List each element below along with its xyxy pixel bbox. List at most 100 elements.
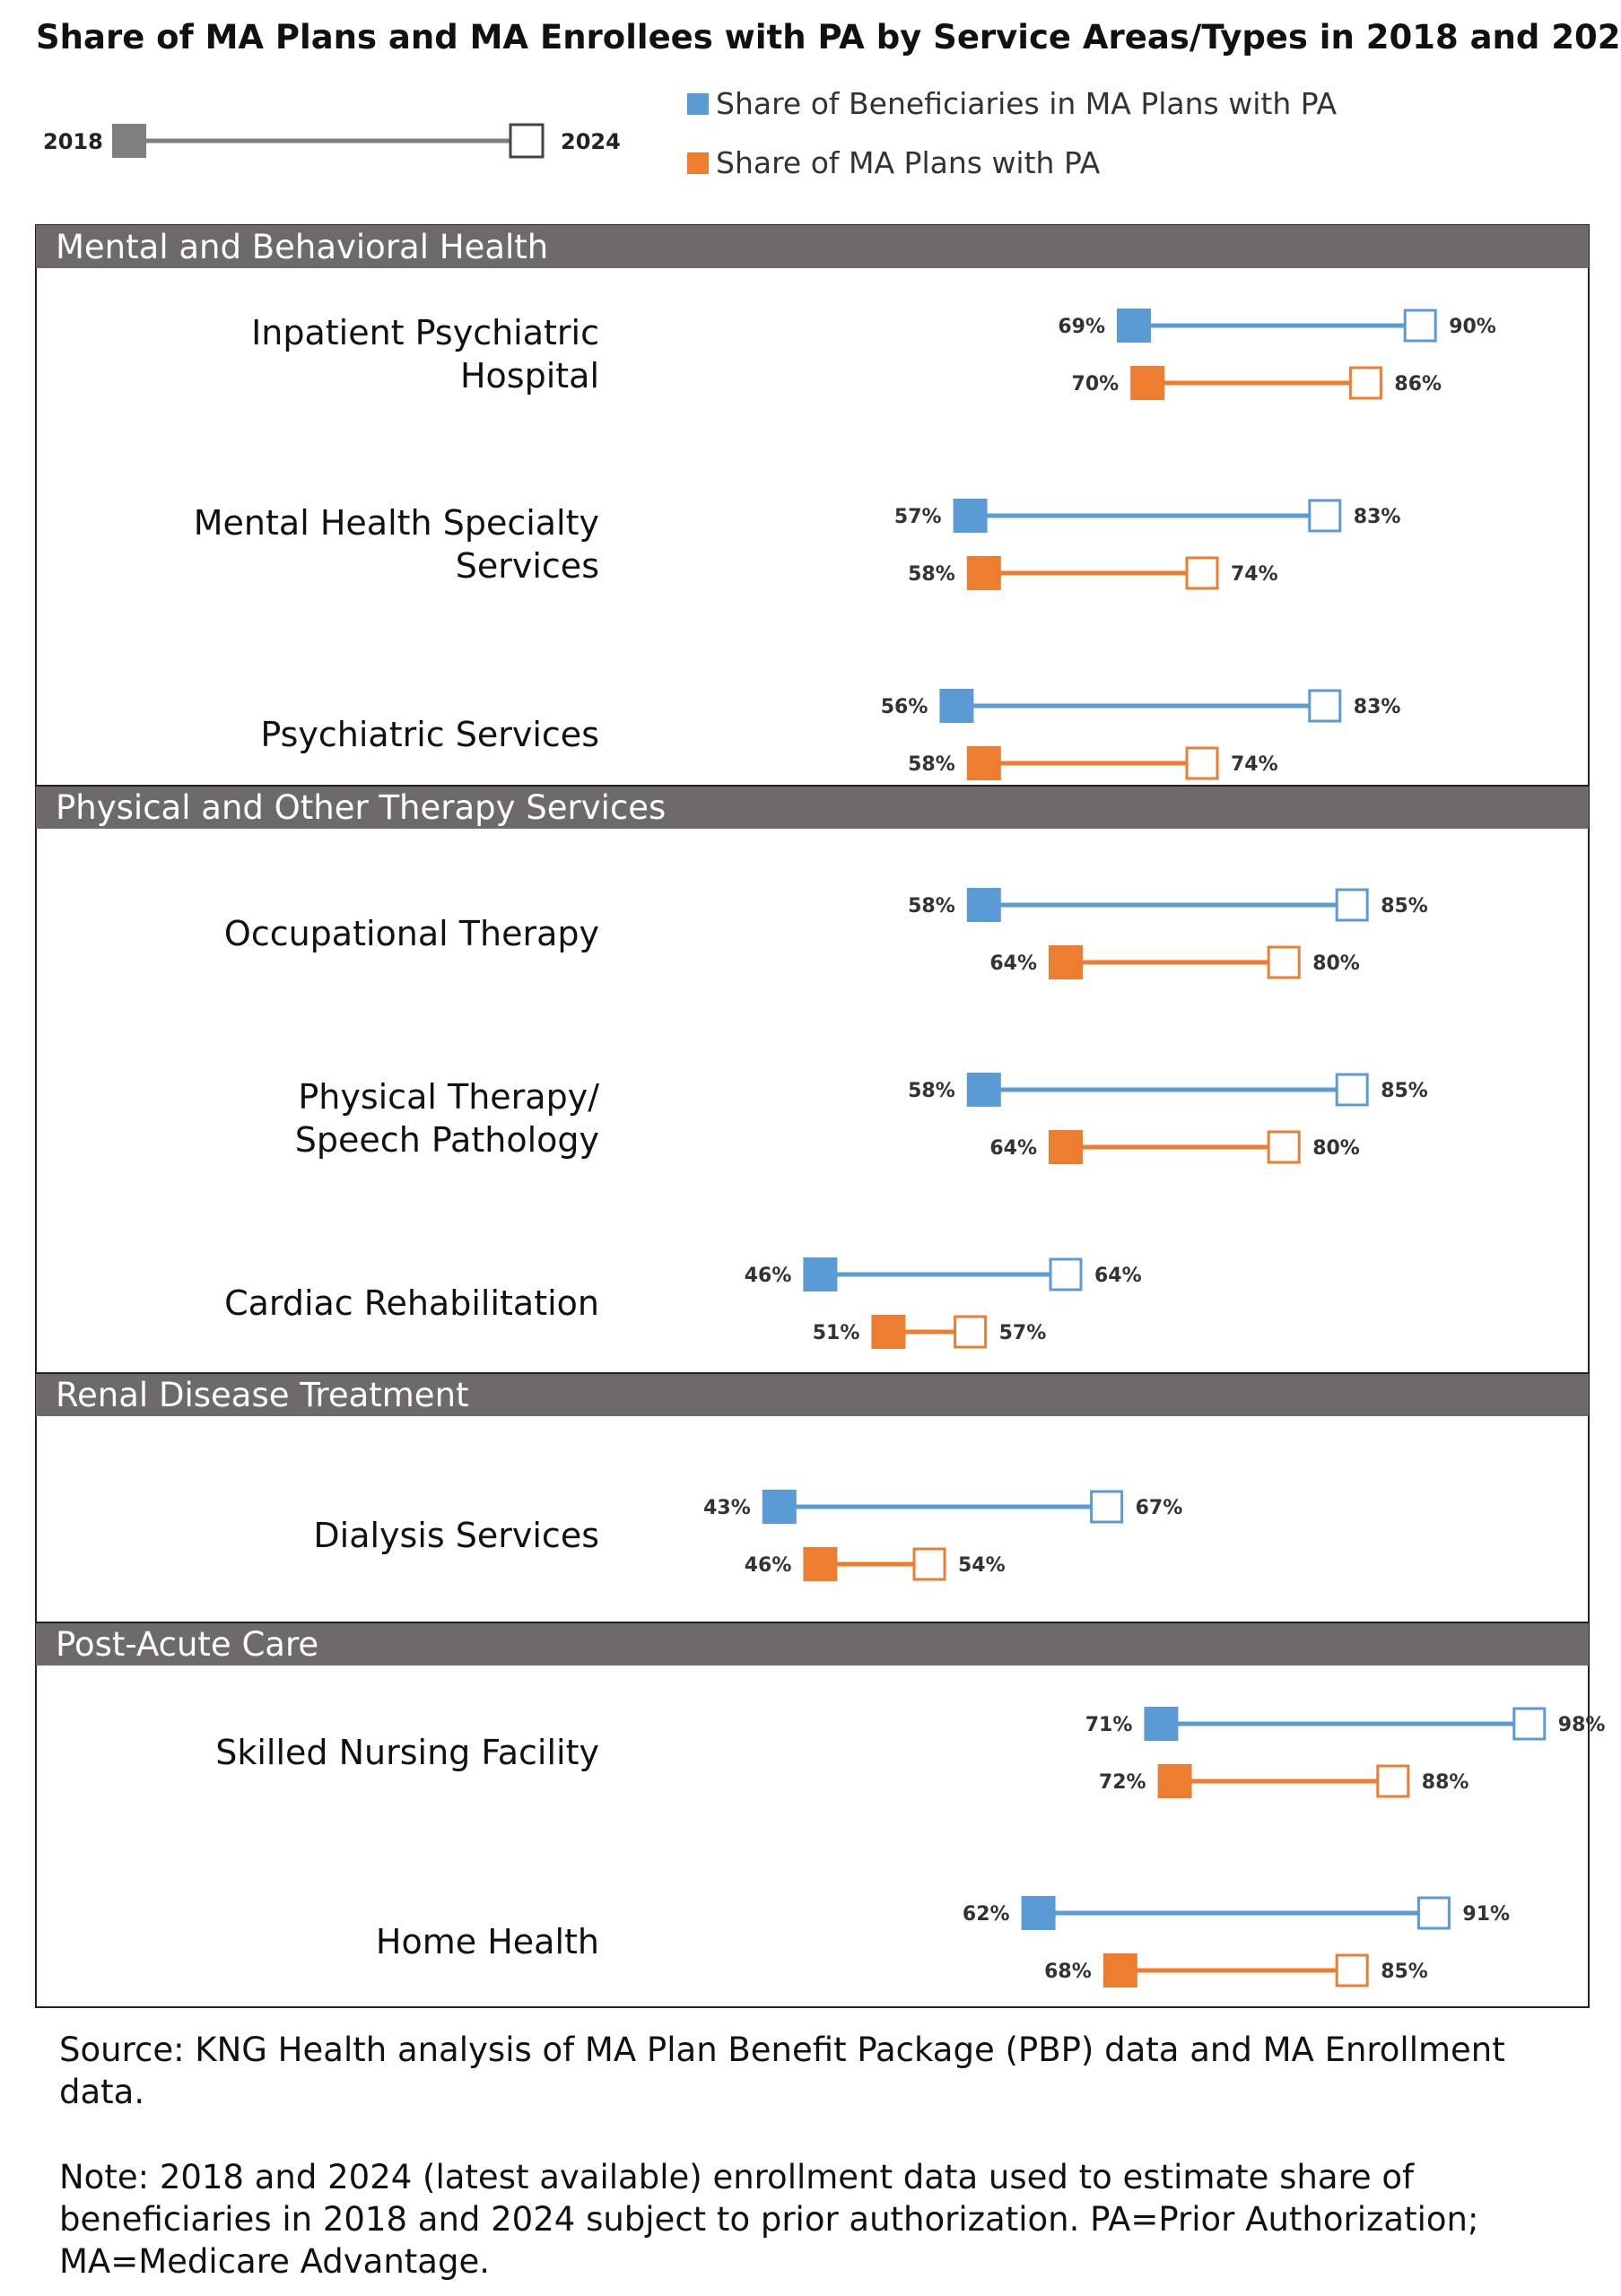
row-label: Inpatient Psychiatric xyxy=(251,313,599,352)
section-title: Mental and Behavioral Health xyxy=(56,228,548,266)
beneficiaries-2024-value-label: 67% xyxy=(1136,1497,1183,1519)
plans-2024-value-label: 85% xyxy=(1381,1961,1428,1983)
row-label: Psychiatric Services xyxy=(260,715,599,754)
plans-2018-marker xyxy=(966,556,1001,590)
year-key: 2018 2024 xyxy=(43,123,621,159)
section-title: Renal Disease Treatment xyxy=(56,1376,469,1414)
beneficiaries-2024-value-label: 85% xyxy=(1381,895,1428,918)
key-end-label: 2024 xyxy=(561,129,621,154)
plans-2024-marker xyxy=(1185,556,1219,590)
legend-swatch-beneficiaries xyxy=(687,93,709,115)
beneficiaries-2024-marker xyxy=(1049,1257,1083,1292)
chart-row: Inpatient Psychiatric Hospital 69% 90% 70% 86… xyxy=(251,309,1496,400)
plans-2024-marker xyxy=(1348,366,1382,400)
beneficiaries-2018-marker xyxy=(762,1490,797,1524)
beneficiaries-2018-value-label: 46% xyxy=(745,1265,792,1287)
legend-label-beneficiaries: Share of Beneficiaries in MA Plans with … xyxy=(716,86,1338,121)
plans-2018-marker xyxy=(1102,1953,1137,1987)
key-end-marker xyxy=(509,123,545,159)
row-label: Occupational Therapy xyxy=(224,914,599,953)
chart-row: Psychiatric Services 56% 83% 58% 74% xyxy=(260,689,1400,780)
beneficiaries-2018-marker xyxy=(1117,309,1151,343)
beneficiaries-2018-marker xyxy=(939,689,974,723)
beneficiaries-2024-value-label: 83% xyxy=(1354,506,1401,528)
beneficiaries-2024-value-label: 98% xyxy=(1558,1714,1606,1736)
legend: Share of Beneficiaries in MA Plans with … xyxy=(687,86,1338,180)
section-header-bar xyxy=(36,225,1589,268)
legend-label-plans: Share of MA Plans with PA xyxy=(716,145,1101,180)
plans-2024-value-label: 88% xyxy=(1422,1771,1469,1794)
plans-2024-value-label: 57% xyxy=(999,1322,1047,1344)
beneficiaries-2024-value-label: 91% xyxy=(1462,1903,1510,1926)
section-header-bar xyxy=(36,1622,1589,1665)
beneficiaries-2024-marker xyxy=(1308,499,1342,533)
plans-2024-marker xyxy=(1185,746,1219,780)
chart-title: Share of MA Plans and MA Enrollees with … xyxy=(36,18,1621,57)
beneficiaries-2024-marker xyxy=(1335,888,1369,922)
chart-row: Home Health 62% 91% 68% 85% xyxy=(376,1896,1510,1987)
section-2: Physical and Other Therapy Services Occup… xyxy=(36,785,1589,1349)
plans-2018-marker xyxy=(1049,945,1083,979)
plans-2024-marker xyxy=(912,1547,946,1581)
beneficiaries-2018-value-label: 62% xyxy=(963,1903,1010,1926)
section-title: Physical and Other Therapy Services xyxy=(56,788,666,827)
plans-2018-value-label: 51% xyxy=(813,1322,860,1344)
plans-2018-marker xyxy=(1130,366,1165,400)
section-3: Renal Disease Treatment Dialysis Services… xyxy=(36,1372,1589,1581)
beneficiaries-2018-marker xyxy=(953,499,988,533)
chart-row: Occupational Therapy 58% 85% 64% 80% xyxy=(224,888,1428,979)
legend-swatch-plans xyxy=(687,152,709,174)
plans-2018-value-label: 64% xyxy=(989,1137,1037,1160)
beneficiaries-2018-marker xyxy=(966,888,1001,922)
chart-row: Dialysis Services 43% 67% 46% 54% xyxy=(313,1490,1182,1581)
methodology-note: Note: 2018 and 2024 (latest available) e… xyxy=(59,2158,1479,2281)
plans-2024-value-label: 86% xyxy=(1394,373,1442,396)
beneficiaries-2024-marker xyxy=(1512,1707,1547,1741)
row-label: Dialysis Services xyxy=(313,1516,599,1555)
plans-2018-marker xyxy=(966,746,1001,780)
row-label: Services xyxy=(456,546,599,586)
plans-2018-value-label: 58% xyxy=(908,563,955,586)
key-start-label: 2018 xyxy=(43,129,103,154)
beneficiaries-2024-value-label: 64% xyxy=(1094,1265,1142,1287)
row-label: Home Health xyxy=(376,1922,599,1961)
plans-2018-value-label: 46% xyxy=(745,1554,792,1577)
beneficiaries-2018-marker xyxy=(966,1073,1001,1107)
beneficiaries-2018-marker xyxy=(1144,1707,1179,1741)
beneficiaries-2018-value-label: 69% xyxy=(1058,316,1105,338)
plans-2024-value-label: 80% xyxy=(1312,952,1360,975)
plans-2018-value-label: 68% xyxy=(1044,1961,1092,1983)
plot-area: Mental and Behavioral Health Inpatient Ps… xyxy=(36,225,1605,1987)
beneficiaries-2024-marker xyxy=(1308,689,1342,723)
beneficiaries-2018-value-label: 56% xyxy=(881,696,928,718)
plans-2018-marker xyxy=(871,1315,906,1349)
plans-2018-value-label: 70% xyxy=(1072,373,1120,396)
plans-2018-value-label: 58% xyxy=(908,753,955,776)
key-start-marker xyxy=(112,124,146,158)
beneficiaries-2024-marker xyxy=(1416,1896,1451,1930)
section-header-bar xyxy=(36,786,1589,829)
section-4: Post-Acute Care Skilled Nursing Facility 7… xyxy=(36,1622,1605,1987)
beneficiaries-2018-value-label: 58% xyxy=(908,895,955,918)
chart-row: Cardiac Rehabilitation 46% 64% 51% 57% xyxy=(224,1257,1142,1349)
plans-2024-value-label: 54% xyxy=(958,1554,1006,1577)
beneficiaries-2018-marker xyxy=(1021,1896,1056,1930)
beneficiaries-2018-value-label: 43% xyxy=(703,1497,751,1519)
section-header-bar xyxy=(36,1373,1589,1416)
source-note: Source: KNG Health analysis of MA Plan B… xyxy=(59,2031,1505,2111)
plans-2024-value-label: 74% xyxy=(1231,753,1278,776)
beneficiaries-2024-marker xyxy=(1403,309,1437,343)
plans-2024-marker xyxy=(1267,1130,1301,1164)
plans-2018-marker xyxy=(1049,1130,1083,1164)
plans-2018-marker xyxy=(803,1547,838,1581)
beneficiaries-2024-value-label: 90% xyxy=(1449,316,1496,338)
beneficiaries-2024-marker xyxy=(1335,1073,1369,1107)
plans-2018-value-label: 72% xyxy=(1099,1771,1146,1794)
row-label: Speech Pathology xyxy=(295,1120,599,1160)
beneficiaries-2024-value-label: 83% xyxy=(1354,696,1401,718)
plans-2024-marker xyxy=(954,1315,988,1349)
plans-2024-value-label: 80% xyxy=(1312,1137,1360,1160)
beneficiaries-2018-value-label: 71% xyxy=(1085,1714,1133,1736)
